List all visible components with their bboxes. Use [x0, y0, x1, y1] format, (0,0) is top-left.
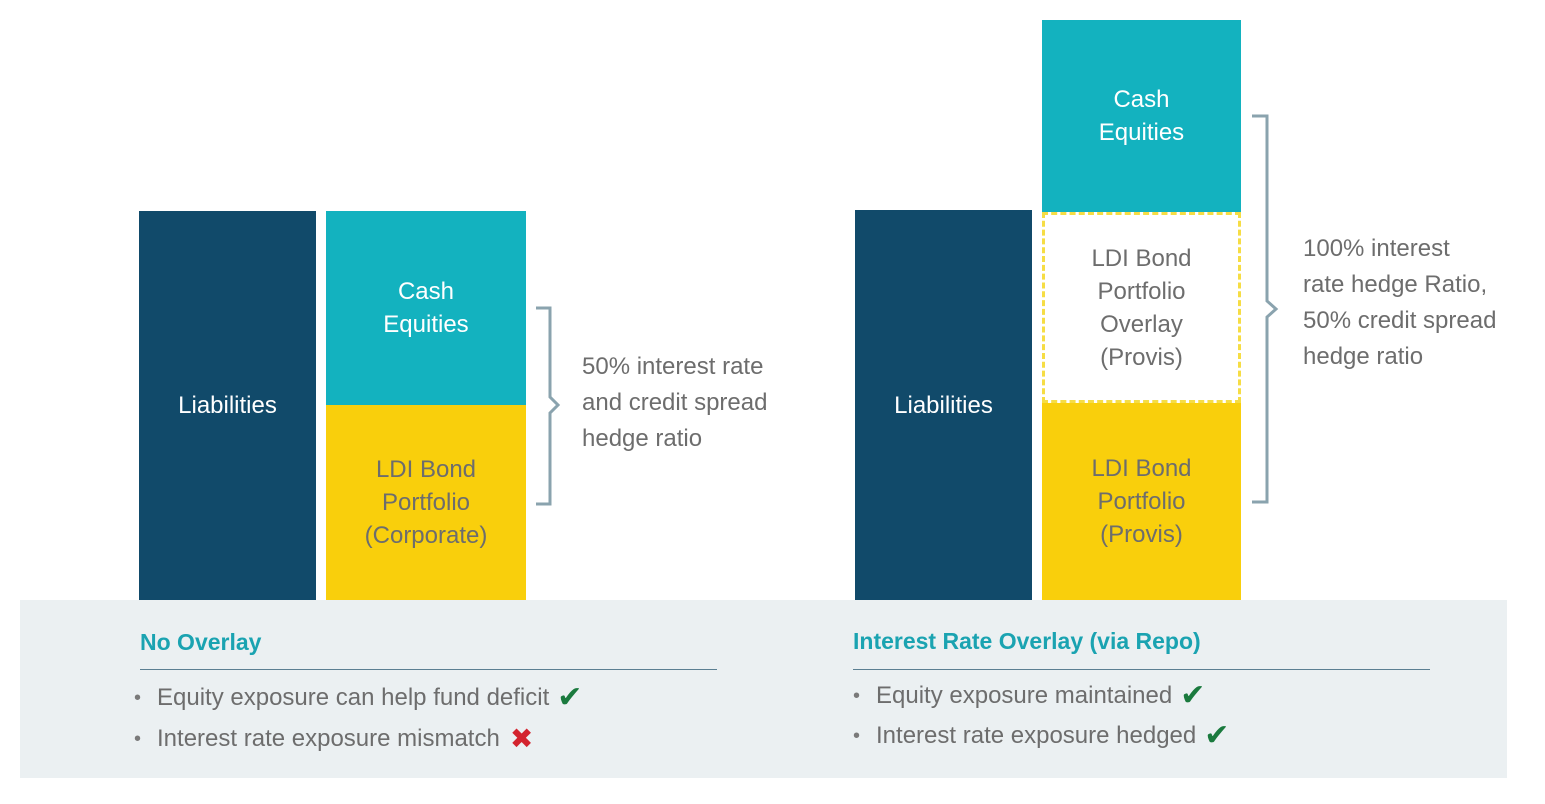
- check-icon: ✔: [1204, 719, 1230, 752]
- left-bullet-1: • Equity exposure can help fund deficit …: [134, 682, 582, 714]
- summary-panel: [20, 600, 1507, 778]
- left-divider: [140, 669, 717, 670]
- left-ldi-bond-label: LDI Bond Portfolio (Corporate): [364, 456, 488, 549]
- right-heading: Interest Rate Overlay (via Repo): [853, 628, 1201, 654]
- right-ldi-bond-block: LDI Bond Portfolio (Provis): [1042, 403, 1241, 600]
- left-cash-equities-block: Cash Equities: [326, 211, 526, 405]
- left-bullet-1-text: Equity exposure can help fund deficit: [157, 684, 550, 711]
- bullet-dot-icon: •: [853, 725, 861, 747]
- check-icon: ✔: [1180, 679, 1206, 712]
- bullet-dot-icon: •: [134, 687, 142, 709]
- left-ldi-bond-block: LDI Bond Portfolio (Corporate): [326, 405, 526, 600]
- right-brace: [1252, 114, 1279, 504]
- bullet-dot-icon: •: [853, 685, 861, 707]
- left-brace: [536, 306, 561, 506]
- right-bullet-2-text: Interest rate exposure hedged: [876, 722, 1197, 749]
- right-bullet-2: • Interest rate exposure hedged ✔: [853, 720, 1229, 752]
- right-ldi-overlay-block: LDI Bond Portfolio Overlay (Provis): [1042, 212, 1241, 403]
- left-bullet-2: • Interest rate exposure mismatch ✖: [134, 723, 533, 755]
- right-cash-equities-block: Cash Equities: [1042, 20, 1241, 212]
- right-bullet-1: • Equity exposure maintained ✔: [853, 680, 1205, 712]
- left-heading: No Overlay: [140, 629, 262, 655]
- cross-icon: ✖: [509, 723, 534, 754]
- left-bullet-2-text: Interest rate exposure mismatch: [157, 725, 500, 752]
- bullet-dot-icon: •: [134, 728, 142, 750]
- right-liabilities-label: Liabilities: [894, 391, 993, 419]
- left-hedge-note: 50% interest rate and credit spread hedg…: [582, 353, 768, 452]
- right-liabilities-block: Liabilities: [855, 210, 1032, 600]
- left-liabilities-label: Liabilities: [178, 392, 277, 419]
- left-cash-equities-label: Cash Equities: [383, 278, 469, 338]
- right-divider: [853, 669, 1430, 670]
- check-icon: ✔: [557, 681, 583, 714]
- right-bullet-1-text: Equity exposure maintained: [876, 682, 1173, 709]
- right-hedge-note: 100% interest rate hedge Ratio, 50% cred…: [1303, 235, 1497, 370]
- right-cash-equities-label: Cash Equities: [1098, 86, 1185, 146]
- right-ldi-overlay-label: LDI Bond Portfolio Overlay (Provis): [1091, 244, 1192, 371]
- right-ldi-bond-label: LDI Bond Portfolio (Provis): [1091, 455, 1192, 548]
- left-liabilities-block: Liabilities: [139, 211, 316, 600]
